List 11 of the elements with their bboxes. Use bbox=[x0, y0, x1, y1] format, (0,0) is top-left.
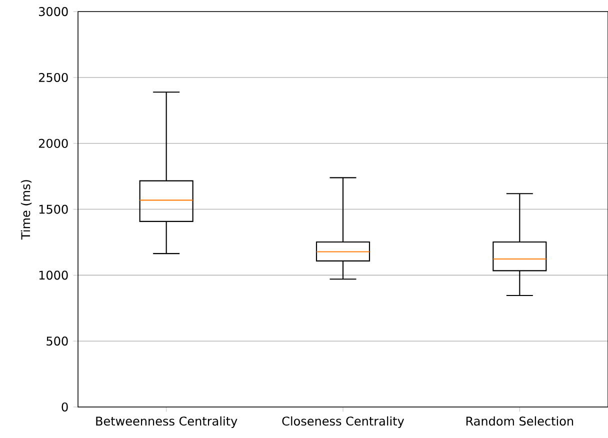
x-tick-label: Betweenness Centrality bbox=[96, 416, 238, 428]
y-axis-title: Time (ms) bbox=[20, 180, 32, 240]
y-tick-label: 1000 bbox=[39, 270, 68, 280]
x-tick-label: Closeness Centrality bbox=[282, 416, 404, 428]
y-tick-label: 2500 bbox=[38, 72, 68, 82]
x-tick-label: Random Selection bbox=[466, 416, 574, 426]
y-tick-label: 3000 bbox=[39, 7, 68, 16]
y-tick-label: 0 bbox=[62, 402, 68, 412]
y-tick-label: 2000 bbox=[38, 138, 68, 148]
y-tick-label: 500 bbox=[46, 336, 68, 346]
y-tick-label: 1500 bbox=[39, 204, 68, 214]
